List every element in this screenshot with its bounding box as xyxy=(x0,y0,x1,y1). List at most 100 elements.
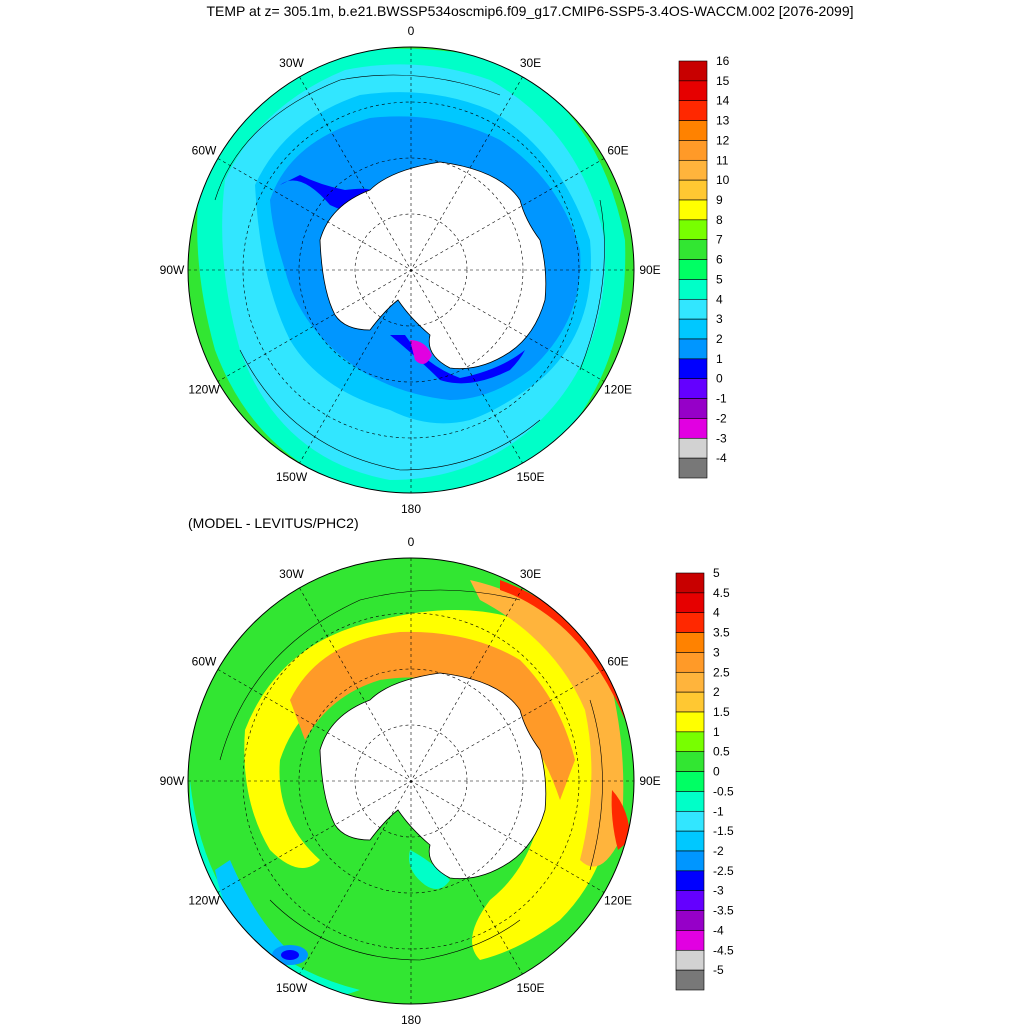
longitude-label: 0 xyxy=(408,535,415,549)
longitude-label: 120E xyxy=(604,894,632,908)
colorbar-label: 14 xyxy=(716,94,730,108)
colorbar-label: -3 xyxy=(716,431,727,445)
colorbar-swatch xyxy=(675,771,705,792)
colorbar-swatch xyxy=(678,279,708,300)
longitude-label: 30E xyxy=(520,567,541,581)
colorbar-swatch xyxy=(678,100,708,121)
colorbar-label: -2 xyxy=(716,411,727,425)
colorbar-swatch xyxy=(678,120,708,141)
colorbar-label: -4 xyxy=(716,451,727,465)
colorbar-label: 2.5 xyxy=(713,665,730,679)
colorbar-swatch xyxy=(678,338,708,360)
colorbar-swatch xyxy=(675,850,705,872)
colorbar-swatch xyxy=(675,751,705,772)
longitude-label: 30E xyxy=(520,56,541,70)
colorbar-label: 1 xyxy=(716,352,723,366)
colorbar-swatch xyxy=(675,731,705,753)
bottom-colorbar: 5 4.5 4 3.5 3 2.5 2 1.5 1 0.5 0 -0.5 -1 -1.5 -2 -2.5 -3 -… xyxy=(675,566,734,991)
colorbar-swatch xyxy=(678,239,708,260)
colorbar-swatch xyxy=(675,671,705,693)
colorbar-swatch xyxy=(675,910,705,931)
longitude-label: 90E xyxy=(639,774,660,788)
colorbar-label: -4.5 xyxy=(713,943,734,957)
longitude-label: 90W xyxy=(160,774,185,788)
colorbar-swatch xyxy=(678,259,708,280)
colorbar-label: 9 xyxy=(716,193,723,207)
top-longitude-labels: 0 30E 60E 90E 120E 150E 180 150W 120W 90W 60W 30W xyxy=(160,24,661,516)
colorbar-label: 8 xyxy=(716,213,723,227)
longitude-label: 90E xyxy=(639,263,660,277)
colorbar-label: -2.5 xyxy=(713,864,734,878)
colorbar-label: 15 xyxy=(716,74,730,88)
difference-subtitle: (MODEL - LEVITUS/PHC2) xyxy=(188,515,359,531)
colorbar-label: -4 xyxy=(713,923,724,937)
bottom-polar-map: 0 30E 60E 90E 120E 150E 180 150W 120W 90W 60W 30W xyxy=(160,535,661,1024)
colorbar-swatch xyxy=(678,219,708,241)
colorbar-label: 1 xyxy=(713,725,720,739)
colorbar-swatch xyxy=(678,179,708,201)
colorbar-swatch xyxy=(675,890,705,911)
longitude-label: 30W xyxy=(279,56,304,70)
colorbar-swatch xyxy=(675,612,705,633)
colorbar-swatch xyxy=(678,159,708,181)
colorbar-label: 3.5 xyxy=(713,626,730,640)
bottom-longitude-labels: 0 30E 60E 90E 120E 150E 180 150W 120W 90W 60W 30W xyxy=(160,535,661,1024)
colorbar-swatch xyxy=(675,830,705,852)
colorbar-label: 4 xyxy=(716,292,723,306)
colorbar-label: 4.5 xyxy=(713,586,730,600)
colorbar-swatch xyxy=(678,318,708,340)
colorbar-swatch xyxy=(678,80,708,102)
colorbar-swatch xyxy=(675,870,705,892)
longitude-label: 120W xyxy=(188,383,220,397)
longitude-label: 60W xyxy=(192,144,217,158)
colorbar-swatch xyxy=(678,378,708,399)
longitude-label: 150W xyxy=(276,981,308,995)
colorbar-swatch xyxy=(678,398,708,419)
colorbar-label: 5 xyxy=(716,272,723,286)
colorbar-swatch xyxy=(675,691,705,713)
colorbar-label: -1.5 xyxy=(713,824,734,838)
colorbar-label: -3 xyxy=(713,884,724,898)
colorbar-label: 5 xyxy=(713,566,720,580)
colorbar-label: 0 xyxy=(713,765,720,779)
colorbar-label: -0.5 xyxy=(713,784,734,798)
colorbar-label: 3 xyxy=(713,645,720,659)
colorbar-label: -1 xyxy=(716,392,727,406)
colorbar-label: 6 xyxy=(716,253,723,267)
colorbar-swatch xyxy=(678,140,708,161)
colorbar-label: 3 xyxy=(716,312,723,326)
colorbar-label: 1.5 xyxy=(713,705,730,719)
colorbar-label: 12 xyxy=(716,133,730,147)
colorbar-swatch xyxy=(678,418,708,439)
colorbar-label: 0 xyxy=(716,372,723,386)
colorbar-label: -2 xyxy=(713,844,724,858)
colorbar-swatch xyxy=(675,969,705,991)
longitude-label: 120E xyxy=(604,383,632,397)
longitude-label: 0 xyxy=(408,24,415,38)
colorbar-label: 13 xyxy=(716,114,730,128)
colorbar-label: -5 xyxy=(713,963,724,977)
colorbar-swatch xyxy=(678,437,708,459)
colorbar-swatch xyxy=(675,930,705,951)
colorbar-swatch xyxy=(675,791,705,812)
longitude-label: 180 xyxy=(401,1013,421,1024)
top-polar-map: 0 30E 60E 90E 120E 150E 180 150W 120W 90W 60W 30W xyxy=(160,24,661,516)
longitude-label: 60E xyxy=(607,144,628,158)
colorbar-swatch xyxy=(675,949,705,971)
colorbar-swatch xyxy=(675,652,705,673)
colorbar-label: 2 xyxy=(716,332,723,346)
colorbar-swatch xyxy=(675,592,705,614)
colorbar-label: 10 xyxy=(716,173,730,187)
colorbar-label: 7 xyxy=(716,233,723,247)
colorbar-label: -1 xyxy=(713,804,724,818)
plot-title: TEMP at z= 305.1m, b.e21.BWSSP534oscmip6… xyxy=(206,3,854,19)
colorbar-swatch xyxy=(675,810,705,832)
longitude-label: 60W xyxy=(192,655,217,669)
colorbar-swatch xyxy=(678,60,708,82)
colorbar-label: 0.5 xyxy=(713,745,730,759)
colorbar-swatch xyxy=(675,711,705,733)
colorbar-swatch xyxy=(675,632,705,653)
colorbar-swatch xyxy=(675,572,705,594)
longitude-label: 150E xyxy=(516,470,544,484)
